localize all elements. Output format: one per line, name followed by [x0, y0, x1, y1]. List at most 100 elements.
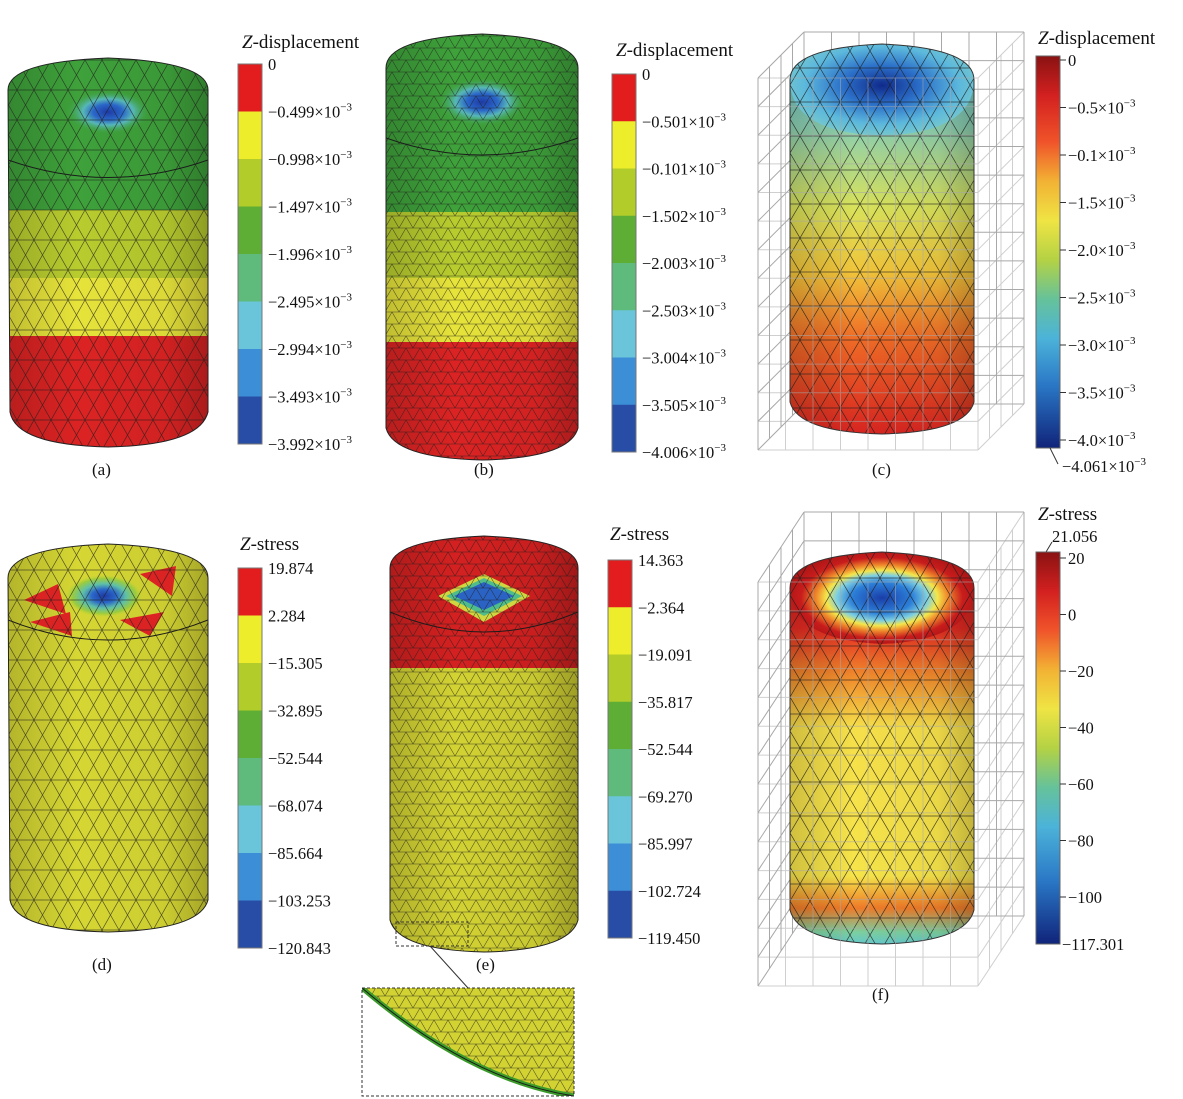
legend-f-colorbar [1035, 551, 1061, 945]
legend-d-swatch [238, 805, 262, 854]
legend-b-swatch [612, 74, 636, 122]
legend-f-max: 21.056 [1052, 527, 1097, 546]
panel-e-cylinder [390, 536, 578, 952]
legend-f-ticks: 20 0 −20 −40 −60 −80 −100 [1060, 549, 1102, 907]
panel-c-cylinder [790, 44, 974, 434]
panel-a-cylinder [8, 58, 208, 447]
panel-d-cylinder [8, 544, 208, 932]
legend-c-tick: −4.0×10−3 [1068, 430, 1136, 450]
legend-e-tick: −35.817 [638, 693, 693, 712]
legend-d-tick: 19.874 [268, 559, 313, 578]
legend-c-min: −4.061×10−3 [1062, 456, 1146, 476]
legend-a-swatch [238, 254, 262, 302]
legend-c-tick: −2.0×10−3 [1068, 240, 1136, 260]
legend-e-tick: −2.364 [638, 598, 684, 617]
legend-d-colorbar [237, 567, 263, 949]
legend-d-swatch [238, 663, 262, 711]
legend-e-tick: −52.544 [638, 740, 693, 759]
legend-e-tick: −85.997 [638, 835, 693, 854]
legend-b-tick: −4.006×10−3 [642, 442, 726, 462]
legend-d-tick: −52.544 [268, 749, 323, 768]
caption-f: (f) [872, 985, 889, 1004]
legend-f-min: −117.301 [1062, 935, 1124, 954]
legend-a-tick: −2.994×10−3 [268, 339, 352, 359]
legend-b-tick: −1.502×10−3 [642, 206, 726, 226]
legend-c-tick: −1.5×10−3 [1068, 193, 1136, 213]
panel-b-legend: Z-displacement 0 −0.501×10−3 −0.101×10−3 −1… [611, 40, 734, 462]
legend-a-swatch [238, 349, 262, 397]
legend-e-ticks: 14.363 −2.364 −19.091 −35.817 −52.544 −69.270… [638, 551, 701, 948]
legend-e-title: Z-stress [610, 524, 669, 545]
legend-c-tick: −3.5×10−3 [1068, 383, 1136, 403]
legend-a-tick: −0.998×10−3 [268, 149, 352, 169]
legend-b-swatch [612, 263, 636, 311]
panel-f-cylinder [790, 552, 974, 944]
legend-a-swatch [238, 111, 262, 160]
legend-d-tick: −15.305 [268, 654, 323, 673]
legend-e-swatch [608, 890, 632, 939]
legend-a-title: Z-displacement [242, 32, 360, 53]
caption-c: (c) [872, 460, 891, 479]
legend-d-swatch [238, 758, 262, 806]
legend-f-tick: −20 [1068, 662, 1094, 681]
legend-b-tick: −0.501×10−3 [642, 111, 726, 131]
legend-d-swatch [238, 568, 262, 616]
legend-a-tick: −0.499×10−3 [268, 102, 352, 122]
panel-c-legend: Z-displacement 0 −0.5×10−3 −0.1×10−3 −1.5×1… [1035, 28, 1156, 476]
legend-e-swatch [608, 607, 632, 655]
legend-f-tick: 0 [1068, 606, 1076, 625]
legend-c-ticks: 0 −0.5×10−3 −0.1×10−3 −1.5×10−3 −2.0×10−3 −2.… [1060, 51, 1136, 450]
caption-e: (e) [476, 955, 495, 974]
legend-a-tick: −3.493×10−3 [268, 387, 352, 407]
legend-b-tick: −3.505×10−3 [642, 395, 726, 415]
caption-a: (a) [92, 460, 111, 479]
caption-b: (b) [474, 460, 494, 479]
legend-e-swatch [608, 560, 632, 608]
panel-f-legend: Z-stress 21.056 20 0 −20 −40 −60 −80 −100 −117… [1035, 504, 1124, 954]
legend-b-swatch [612, 310, 636, 358]
legend-d-tick: −85.664 [268, 844, 323, 863]
legend-f-title: Z-stress [1038, 504, 1097, 525]
panel-b-cylinder [386, 34, 578, 460]
legend-b-tick: −2.503×10−3 [642, 300, 726, 320]
legend-c-title: Z-displacement [1038, 28, 1156, 49]
legend-d-tick: −68.074 [268, 797, 323, 816]
legend-d-title: Z-stress [240, 534, 299, 555]
legend-c-tick: −2.5×10−3 [1068, 288, 1136, 308]
legend-c-tick: −0.1×10−3 [1068, 145, 1136, 165]
legend-a-swatch [238, 159, 262, 207]
legend-d-swatch [238, 615, 262, 664]
legend-a-colorbar [237, 63, 263, 445]
legend-a-ticks: 0 −0.499×10−3 −0.998×10−3 −1.497×10−3 −1.996… [268, 55, 352, 454]
legend-b-title: Z-displacement [616, 40, 734, 61]
legend-b-swatch [612, 168, 636, 217]
panel-d-legend: Z-stress 19.874 2.284 −15.305 −32.895 −52.54… [237, 534, 331, 958]
legend-a-tick: −2.495×10−3 [268, 292, 352, 312]
legend-b-colorbar [611, 73, 637, 453]
legend-d-tick: 2.284 [268, 607, 305, 626]
panel-e-zoom-inset [361, 987, 575, 1097]
legend-b-ticks: 0 −0.501×10−3 −0.101×10−3 −1.502×10−3 −2.003… [642, 65, 726, 462]
legend-b-tick: −3.004×10−3 [642, 348, 726, 368]
legend-e-tick: −69.270 [638, 787, 693, 806]
legend-b-swatch [612, 404, 636, 453]
legend-a-swatch [238, 301, 262, 350]
legend-d-tick: −120.843 [268, 939, 331, 958]
legend-e-tick: 14.363 [638, 551, 683, 570]
legend-a-tick: −1.497×10−3 [268, 197, 352, 217]
legend-f-tick: −40 [1068, 719, 1094, 738]
panel-f-grid-front [757, 511, 1025, 987]
legend-e-tick: −19.091 [638, 646, 693, 665]
legend-d-ticks: 19.874 2.284 −15.305 −32.895 −52.544 −68.074 −… [268, 559, 331, 958]
legend-e-swatch [608, 749, 632, 797]
legend-a-swatch [238, 396, 262, 445]
legend-e-swatch [608, 843, 632, 892]
legend-c-tick: −0.5×10−3 [1068, 98, 1136, 118]
panel-c-grid-front [757, 31, 1025, 451]
legend-b-tick: −0.101×10−3 [642, 159, 726, 179]
legend-e-tick: −119.450 [638, 929, 700, 948]
legend-e-swatch [608, 796, 632, 844]
legend-a-swatch [238, 64, 262, 112]
legend-c-tick: 0 [1068, 51, 1076, 70]
